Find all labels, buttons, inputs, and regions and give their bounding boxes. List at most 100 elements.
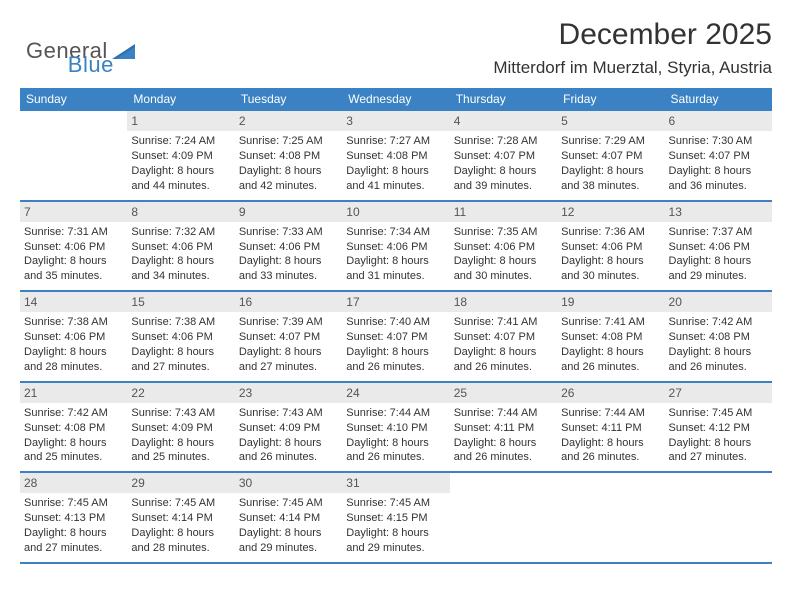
sunset-line: Sunset: 4:08 PM [561, 330, 660, 345]
day-cell: 18 Sunrise: 7:41 AMSunset: 4:07 PMDayligh… [450, 292, 557, 381]
sunrise-line: Sunrise: 7:29 AM [561, 134, 660, 149]
week-row: 01 Sunrise: 7:24 AMSunset: 4:09 PM Dayligh… [20, 111, 772, 202]
day-number: 2 [235, 111, 342, 131]
day-cell: 14Sunrise: 7:38 AMSunset: 4:06 PMDayligh… [20, 292, 127, 381]
sunset-line: Sunset: 4:09 PM [131, 149, 230, 164]
day-number: 25 [450, 383, 557, 403]
day-cell: 0 [557, 473, 664, 562]
day-number: 27 [665, 383, 772, 403]
day-cell: 20Sunrise: 7:42 AMSunset: 4:08 PMDayligh… [665, 292, 772, 381]
day-cell: 23Sunrise: 7:43 AMSunset: 4:09 PMDayligh… [235, 383, 342, 472]
sunset-line: Sunset: 4:06 PM [454, 240, 553, 255]
sunrise-line: Sunrise: 7:38 AM [24, 315, 123, 330]
daylight-line: Daylight: 8 hours and 26 minutes. [239, 436, 338, 466]
sunrise-line: Sunrise: 7:45 AM [346, 496, 445, 511]
week-row: 28Sunrise: 7:45 AMSunset: 4:13 PMDayligh… [20, 473, 772, 564]
day-number: 20 [665, 292, 772, 312]
daylight-line: Daylight: 8 hours and 25 minutes. [131, 436, 230, 466]
calendar: Sunday Monday Tuesday Wednesday Thursday… [20, 88, 772, 564]
day-number: 16 [235, 292, 342, 312]
daylight-line: Daylight: 8 hours and 27 minutes. [239, 345, 338, 375]
daylight-line: Daylight: 8 hours and 26 minutes. [669, 345, 768, 375]
daylight-line: Daylight: 8 hours and 42 minutes. [239, 164, 338, 194]
day-cell: 1Sunrise: 7:24 AMSunset: 4:09 PMDaylight… [127, 111, 234, 200]
week-row: 21Sunrise: 7:42 AMSunset: 4:08 PMDayligh… [20, 383, 772, 474]
daylight-line: Daylight: 8 hours and 29 minutes. [346, 526, 445, 556]
day-number: 26 [557, 383, 664, 403]
day-cell: 6Sunrise: 7:30 AMSunset: 4:07 PMDaylight… [665, 111, 772, 200]
daylight-line: Daylight: 8 hours and 33 minutes. [239, 254, 338, 284]
sunrise-line: Sunrise: 7:34 AM [346, 225, 445, 240]
sunrise-line: Sunrise: 7:41 AM [561, 315, 660, 330]
brand-logo: General Blue [26, 24, 114, 78]
day-cell: 8Sunrise: 7:32 AMSunset: 4:06 PMDaylight… [127, 202, 234, 291]
sunrise-line: Sunrise: 7:31 AM [24, 225, 123, 240]
sunrise-line: Sunrise: 7:43 AM [131, 406, 230, 421]
day-number: 10 [342, 202, 449, 222]
day-number: 24 [342, 383, 449, 403]
sunset-line: Sunset: 4:08 PM [669, 330, 768, 345]
sunset-line: Sunset: 4:08 PM [239, 149, 338, 164]
day-number: 22 [127, 383, 234, 403]
sunset-line: Sunset: 4:07 PM [346, 330, 445, 345]
day-cell: 11Sunrise: 7:35 AMSunset: 4:06 PMDayligh… [450, 202, 557, 291]
day-number: 13 [665, 202, 772, 222]
sunrise-line: Sunrise: 7:45 AM [669, 406, 768, 421]
sunrise-line: Sunrise: 7:30 AM [669, 134, 768, 149]
day-number: 3 [342, 111, 449, 131]
sunset-line: Sunset: 4:07 PM [454, 330, 553, 345]
day-cell: 29Sunrise: 7:45 AMSunset: 4:14 PMDayligh… [127, 473, 234, 562]
day-cell: 30Sunrise: 7:45 AMSunset: 4:14 PMDayligh… [235, 473, 342, 562]
day-number: 1 [127, 111, 234, 131]
sunset-line: Sunset: 4:10 PM [346, 421, 445, 436]
daylight-line: Daylight: 8 hours and 26 minutes. [454, 345, 553, 375]
sunset-line: Sunset: 4:09 PM [131, 421, 230, 436]
daylight-line: Daylight: 8 hours and 26 minutes. [346, 345, 445, 375]
day-cell: 17Sunrise: 7:40 AMSunset: 4:07 PMDayligh… [342, 292, 449, 381]
sunrise-line: Sunrise: 7:25 AM [239, 134, 338, 149]
day-cell: 0 [665, 473, 772, 562]
day-cell: 4Sunrise: 7:28 AMSunset: 4:07 PMDaylight… [450, 111, 557, 200]
sunrise-line: Sunrise: 7:45 AM [24, 496, 123, 511]
day-number: 17 [342, 292, 449, 312]
sunset-line: Sunset: 4:07 PM [239, 330, 338, 345]
sunset-line: Sunset: 4:08 PM [24, 421, 123, 436]
daylight-line: Daylight: 8 hours and 27 minutes. [131, 345, 230, 375]
location-label: Mitterdorf im Muerztal, Styria, Austria [493, 58, 772, 78]
daylight-line: Daylight: 8 hours and 38 minutes. [561, 164, 660, 194]
day-cell: 21Sunrise: 7:42 AMSunset: 4:08 PMDayligh… [20, 383, 127, 472]
sunset-line: Sunset: 4:13 PM [24, 511, 123, 526]
daylight-line: Daylight: 8 hours and 26 minutes. [561, 345, 660, 375]
sunset-line: Sunset: 4:14 PM [239, 511, 338, 526]
sunrise-line: Sunrise: 7:33 AM [239, 225, 338, 240]
sunrise-line: Sunrise: 7:37 AM [669, 225, 768, 240]
week-row: 14Sunrise: 7:38 AMSunset: 4:06 PMDayligh… [20, 292, 772, 383]
sunrise-line: Sunrise: 7:44 AM [561, 406, 660, 421]
day-number: 19 [557, 292, 664, 312]
day-number: 18 [450, 292, 557, 312]
sunset-line: Sunset: 4:08 PM [346, 149, 445, 164]
daylight-line: Daylight: 8 hours and 30 minutes. [561, 254, 660, 284]
sunrise-line: Sunrise: 7:27 AM [346, 134, 445, 149]
sunset-line: Sunset: 4:07 PM [561, 149, 660, 164]
sunset-line: Sunset: 4:12 PM [669, 421, 768, 436]
day-cell: 0 [20, 111, 127, 200]
day-cell: 10Sunrise: 7:34 AMSunset: 4:06 PMDayligh… [342, 202, 449, 291]
day-cell: 31Sunrise: 7:45 AMSunset: 4:15 PMDayligh… [342, 473, 449, 562]
day-number: 15 [127, 292, 234, 312]
daylight-line: Daylight: 8 hours and 28 minutes. [131, 526, 230, 556]
day-cell: 27 Sunrise: 7:45 AMSunset: 4:12 PMDayligh… [665, 383, 772, 472]
day-number: 21 [20, 383, 127, 403]
sunrise-line: Sunrise: 7:44 AM [346, 406, 445, 421]
daylight-line: Daylight: 8 hours and 27 minutes. [669, 436, 768, 466]
daylight-line: Daylight: 8 hours and 30 minutes. [454, 254, 553, 284]
day-cell: 2 Sunrise: 7:25 AMSunset: 4:08 PMDaylight… [235, 111, 342, 200]
sunrise-line: Sunrise: 7:41 AM [454, 315, 553, 330]
daylight-line: Daylight: 8 hours and 39 minutes. [454, 164, 553, 194]
sunset-line: Sunset: 4:11 PM [561, 421, 660, 436]
sunrise-line: Sunrise: 7:24 AM [131, 134, 230, 149]
daylight-line: Daylight: 8 hours and 28 minutes. [24, 345, 123, 375]
day-cell: 5Sunrise: 7:29 AMSunset: 4:07 PMDaylight… [557, 111, 664, 200]
day-number: 31 [342, 473, 449, 493]
day-number: 9 [235, 202, 342, 222]
